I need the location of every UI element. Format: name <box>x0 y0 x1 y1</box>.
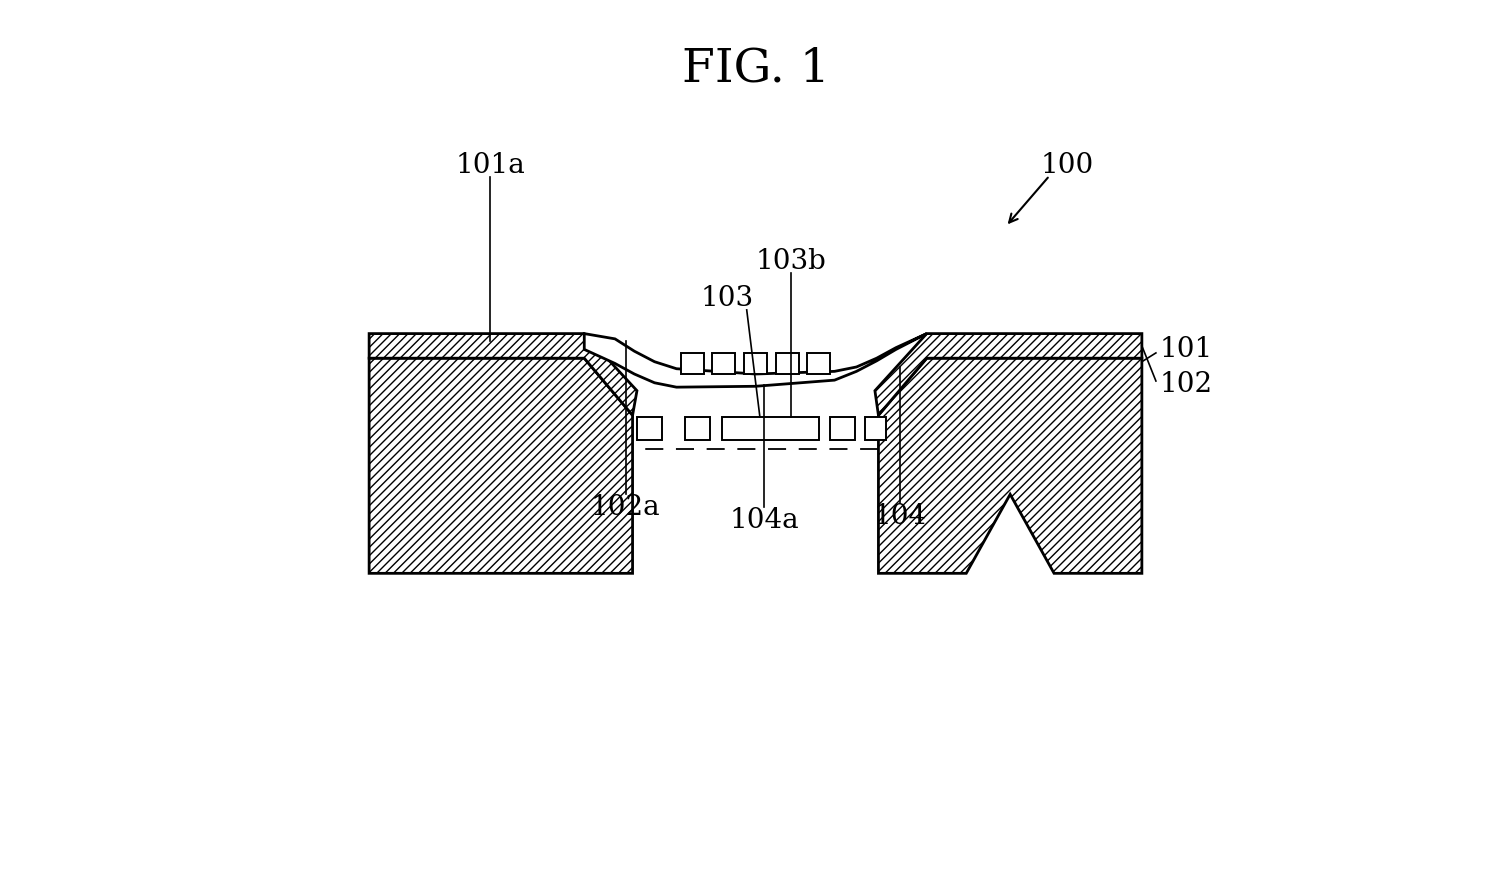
Text: 104a: 104a <box>730 508 799 534</box>
Text: 103b: 103b <box>756 248 827 275</box>
Bar <box>866 417 887 440</box>
Bar <box>713 353 736 374</box>
Text: 102: 102 <box>1159 371 1212 398</box>
Polygon shape <box>585 334 926 387</box>
Text: 101: 101 <box>1159 336 1213 363</box>
Polygon shape <box>875 334 1142 416</box>
Polygon shape <box>369 334 638 416</box>
Text: 102a: 102a <box>591 494 660 521</box>
Polygon shape <box>369 359 633 574</box>
Bar <box>638 417 662 440</box>
Polygon shape <box>878 359 1142 574</box>
Bar <box>807 353 830 374</box>
Text: 100: 100 <box>1041 152 1094 178</box>
Text: 101a: 101a <box>455 152 526 178</box>
Text: 103: 103 <box>701 285 754 312</box>
Text: FIG. 1: FIG. 1 <box>681 46 830 92</box>
Bar <box>830 417 855 440</box>
Bar <box>681 353 704 374</box>
Bar <box>743 353 768 374</box>
Bar <box>775 353 798 374</box>
Bar <box>686 417 710 440</box>
Text: 104: 104 <box>873 503 926 530</box>
Bar <box>722 417 819 440</box>
